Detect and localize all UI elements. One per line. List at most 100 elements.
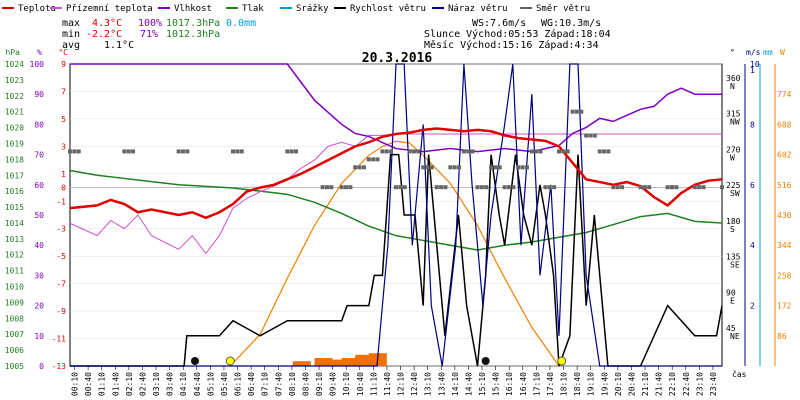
time-tick-label: 12:40	[410, 372, 419, 396]
wind-dir-dot	[131, 149, 136, 154]
time-tick-label: 08:10	[288, 372, 297, 396]
stats-avg-label: avg	[62, 40, 80, 51]
tick-pct: 50	[34, 211, 44, 220]
tick-pct: 30	[34, 271, 44, 280]
wind-speed-text: WS:7.6m/s	[472, 18, 526, 29]
time-tick-label: 09:40	[329, 372, 338, 396]
time-tick-label: 04:40	[193, 372, 202, 396]
wind-dir-dot	[557, 149, 561, 154]
wind-dir-dot	[434, 185, 439, 190]
wind-dir-dot	[543, 185, 548, 190]
wind-dir-dot	[324, 185, 329, 190]
wind-dir-dot	[285, 149, 290, 154]
wind-dir-dot	[511, 185, 516, 190]
tick-w: 516	[777, 181, 792, 190]
tick-pct: 0	[39, 362, 44, 371]
tick-hpa: 1010	[5, 283, 24, 292]
wind-dir-dot	[76, 149, 81, 154]
tick-dir-label: W	[730, 153, 735, 162]
time-tick-label: 02:10	[125, 372, 134, 396]
wind-dir-dot	[452, 165, 457, 170]
wind-dir-dot	[294, 149, 299, 154]
wind-dir-dot	[479, 185, 484, 190]
tick-pct: 80	[34, 120, 44, 129]
wind-dir-dot	[380, 149, 385, 154]
tick-c: -1	[56, 197, 66, 206]
wind-dir-dot	[701, 185, 706, 190]
time-tick-label: 01:10	[98, 372, 107, 396]
stats-min-temp: -2.2°C	[86, 29, 122, 40]
tick-w: 774	[777, 90, 792, 99]
wind-dir-dot	[235, 149, 240, 154]
tick-hpa: 1014	[5, 219, 24, 228]
wind-dir-dot	[353, 165, 358, 170]
rain-bar	[328, 359, 347, 366]
time-tick-label: 09:10	[315, 372, 324, 396]
legend-label: Směr větru	[536, 4, 590, 14]
wind-dir-dot	[620, 185, 625, 190]
stats-avg-temp: 1.1°C	[104, 40, 134, 51]
time-tick-label: 22:10	[668, 372, 677, 396]
time-tick-label: 18:10	[560, 372, 569, 396]
wind-dir-dot	[502, 185, 507, 190]
time-tick-label: 16:40	[519, 372, 528, 396]
tick-w: 602	[777, 151, 792, 160]
sun-times-text: Slunce Východ:05:53 Západ:18:04	[424, 28, 611, 40]
time-tick-label: 06:40	[247, 372, 256, 396]
tick-pct: 10	[34, 332, 44, 341]
wind-dir-dot	[592, 133, 597, 138]
wind-dir-dot	[361, 165, 366, 170]
rain-bar	[341, 358, 360, 366]
tick-ms: 1	[750, 66, 755, 75]
tick-dir: 225	[726, 181, 741, 190]
wind-dir-dot	[366, 157, 371, 162]
legend-label: Vlhkost	[174, 4, 212, 14]
legend-label: Přízemní teplota	[66, 4, 153, 14]
stats-min-press: 1012.3hPa	[166, 29, 220, 40]
time-tick-label: 23:10	[695, 372, 704, 396]
tick-hpa: 1018	[5, 155, 24, 164]
time-tick-label: 01:40	[111, 372, 120, 396]
wind-dir-dot	[674, 185, 679, 190]
legend-label: Náraz větru	[448, 4, 508, 14]
tick-dir-label: NE	[730, 332, 740, 341]
tick-hpa: 1011	[5, 267, 24, 276]
time-tick-label: 20:10	[614, 372, 623, 396]
plot-frame	[69, 63, 723, 367]
time-tick-label: 10:40	[356, 372, 365, 396]
tick-c: -13	[52, 362, 67, 371]
axis-unit-mm: mm	[763, 48, 773, 57]
tick-c: -7	[56, 280, 66, 289]
moon-marker	[481, 357, 490, 365]
time-tick-label: 12:10	[397, 372, 406, 396]
wind-dir-dot	[615, 185, 620, 190]
wind-dir-dot	[72, 149, 77, 154]
wind-dir-dot	[344, 185, 349, 190]
tick-hpa: 1009	[5, 298, 24, 307]
wind-dir-dot	[638, 185, 643, 190]
wind-dir-dot	[570, 109, 575, 114]
wind-dir-dot	[122, 149, 127, 154]
time-tick-label: 03:40	[166, 372, 175, 396]
tick-dir-label: NW	[730, 118, 740, 127]
series-humidity	[70, 63, 722, 153]
stats-panel: max 4.3°C 100% 1017.3hPa 0.0mm min -2.2°…	[62, 18, 256, 51]
tick-w: 344	[777, 241, 792, 250]
time-tick-label: 13:40	[437, 372, 446, 396]
time-tick-label: 15:10	[478, 372, 487, 396]
wind-dir-dot	[185, 149, 190, 154]
wind-dir-dot	[602, 149, 607, 154]
time-tick-label: 11:10	[369, 372, 378, 396]
tick-w: 172	[777, 302, 792, 311]
wind-dir-dot	[429, 165, 434, 170]
wind-dir-dot	[339, 185, 344, 190]
tick-pct: 40	[34, 241, 44, 250]
series-temperature	[69, 127, 723, 220]
time-tick-label: 05:10	[206, 372, 215, 396]
tick-ms: 8	[750, 120, 755, 129]
tick-c: -9	[56, 307, 66, 316]
tick-ms: 2	[750, 302, 755, 311]
wind-dir-dot	[375, 157, 380, 162]
legend-label: Tlak	[242, 4, 264, 14]
